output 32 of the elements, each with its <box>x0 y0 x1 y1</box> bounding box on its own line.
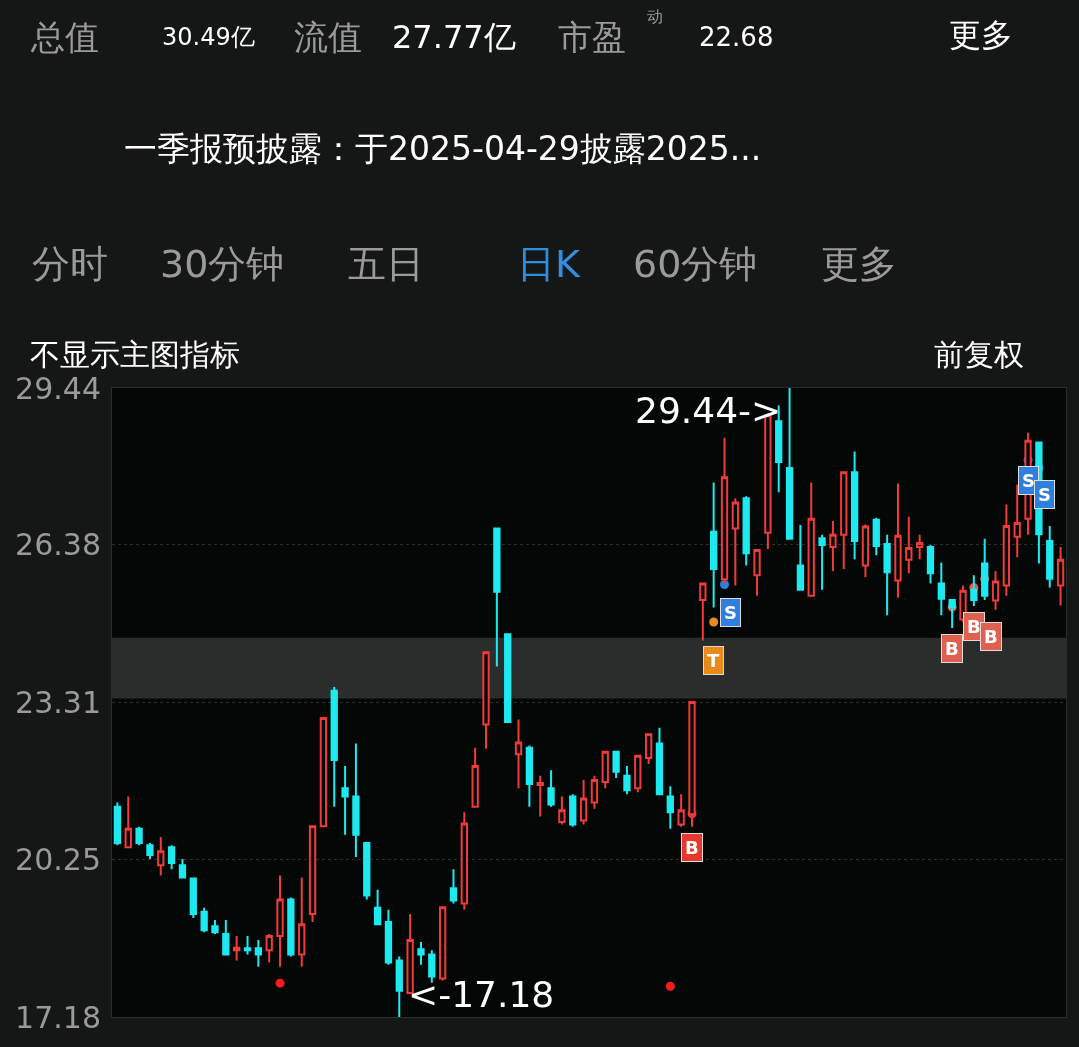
text: 27.77亿 <box>392 18 516 56</box>
data-label: B <box>984 626 998 647</box>
data-label: B <box>945 638 959 659</box>
text: 日K <box>517 242 581 286</box>
text: 60分钟 <box>633 242 758 286</box>
annotation: <-17.18 <box>408 974 555 1015</box>
text: 更多 <box>821 242 897 286</box>
text: 总值 <box>30 17 99 57</box>
y-tick-label: 20.25 <box>15 841 101 877</box>
text: 前复权 <box>934 337 1024 372</box>
data-label: B <box>685 837 699 858</box>
text: 30.49亿 <box>162 23 255 51</box>
text: 不显示主图指标 <box>30 337 240 372</box>
data-label: T <box>707 650 720 671</box>
data-label: S <box>724 602 737 623</box>
y-tick-label: 29.44 <box>15 370 101 406</box>
text: 30分钟 <box>160 242 285 286</box>
data-label: B <box>967 616 981 637</box>
text: 流值 <box>294 17 362 57</box>
text: 更多 <box>949 16 1013 54</box>
data-label: S <box>1022 470 1035 491</box>
text: 五日 <box>348 242 424 286</box>
y-tick-label: 26.38 <box>15 527 101 563</box>
text: 22.68 <box>699 22 774 52</box>
text: 市盈 <box>558 17 626 57</box>
text: 动 <box>647 7 663 26</box>
annotation: 29.44-> <box>635 390 782 431</box>
y-tick-label: 23.31 <box>15 685 101 720</box>
text: 分时 <box>32 242 108 286</box>
text: 一季报预披露：于2025-04-29披露2025... <box>124 129 762 168</box>
data-label: S <box>1038 484 1051 505</box>
y-tick-label: 17.18 <box>15 999 101 1035</box>
